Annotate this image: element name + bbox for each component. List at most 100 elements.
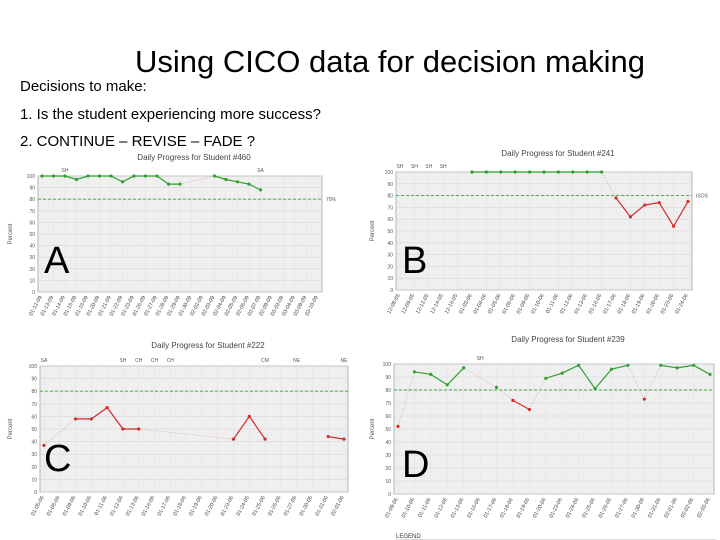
- x-tick-label: 01-26-06: [598, 497, 613, 519]
- x-tick-label: 01-19-06: [516, 497, 531, 519]
- data-point: [542, 170, 546, 174]
- data-point: [342, 437, 346, 441]
- x-tick-label: 01-03-06: [458, 293, 473, 315]
- x-tick-label: 01-30-06: [299, 495, 314, 517]
- slide-title: Using CICO data for decision making: [134, 44, 645, 79]
- y-tick-label: 10: [387, 276, 393, 282]
- y-axis-label: Percent: [8, 418, 14, 439]
- chart-b: 0 10 20 30 40 50 60 70 80 90 100 ISOS Daily Progress…: [370, 149, 709, 315]
- y-tick-label: 50: [31, 427, 37, 433]
- data-point: [166, 182, 171, 186]
- y-tick-label: 20: [387, 264, 393, 270]
- y-tick-label: 40: [385, 440, 391, 446]
- data-point: [527, 407, 531, 412]
- top-code-label: NE: [341, 358, 349, 364]
- y-tick-label: 10: [385, 479, 391, 485]
- data-point: [600, 170, 604, 174]
- chart-title: Daily Progress for Student #241: [501, 149, 615, 158]
- y-tick-label: 0: [32, 290, 35, 296]
- x-tick-label: 01-12-06: [109, 495, 124, 517]
- chart-d: 0 10 20 30 40 50 60 70 80 90 100 Daily Progress for…: [370, 335, 716, 540]
- x-tick-label: 01-27-06: [614, 497, 629, 519]
- y-tick-label: 70: [387, 205, 393, 211]
- chart-title: Daily Progress for Student #222: [151, 341, 265, 350]
- data-point: [659, 363, 663, 367]
- series-gap-line: [601, 171, 617, 199]
- series-line: [328, 436, 345, 440]
- y-tick-label: 70: [31, 402, 37, 408]
- data-point: [97, 174, 102, 178]
- data-point: [109, 174, 113, 178]
- x-tick-label: 01-24-06: [674, 293, 689, 315]
- data-point: [51, 174, 56, 178]
- y-tick-label: 0: [34, 490, 37, 496]
- data-point: [74, 177, 79, 182]
- data-point: [120, 180, 125, 184]
- x-tick-label: 12-14-05: [430, 293, 445, 315]
- x-tick-label: 01-10-06: [401, 497, 416, 519]
- chart-panel-b: 0 10 20 30 40 50 60 70 80 90 100 ISOS Daily Progress…: [366, 146, 720, 332]
- series-gap-line: [138, 428, 234, 440]
- data-point: [73, 417, 78, 421]
- chart-title: Daily Progress for Student #460: [137, 153, 251, 162]
- data-point: [511, 398, 515, 402]
- data-point: [686, 199, 690, 204]
- x-tick-label: 01-06-06: [502, 293, 517, 315]
- x-tick-label: 01-18-06: [172, 495, 187, 517]
- y-tick-label: 40: [387, 241, 393, 247]
- data-point: [445, 383, 449, 387]
- data-point: [642, 397, 646, 401]
- data-point: [326, 434, 330, 439]
- x-tick-label: 01-17-06: [602, 293, 617, 315]
- x-tick-label: 01-12-06: [434, 497, 449, 519]
- data-point: [89, 417, 93, 421]
- x-tick-label: 12-12-05: [415, 293, 430, 315]
- data-point: [137, 427, 141, 431]
- data-point: [143, 174, 148, 178]
- series-gap-line: [644, 365, 662, 400]
- y-axis-label: Percent: [8, 223, 14, 244]
- y-axis-label: Percent: [370, 418, 376, 439]
- y-tick-label: 90: [29, 186, 35, 192]
- data-point: [691, 363, 696, 367]
- series-gap-line: [463, 367, 497, 388]
- data-point: [155, 174, 159, 178]
- y-tick-label: 80: [31, 389, 37, 395]
- y-tick-label: 80: [29, 197, 35, 203]
- data-point: [628, 215, 632, 219]
- y-tick-label: 10: [29, 278, 35, 284]
- x-tick-label: 01-19-06: [188, 495, 203, 517]
- y-tick-label: 10: [31, 477, 37, 483]
- series-line: [545, 364, 629, 390]
- y-tick-label: 80: [387, 194, 393, 200]
- data-point: [513, 170, 517, 174]
- data-point: [672, 224, 676, 228]
- y-tick-label: 60: [29, 220, 35, 226]
- chart-a: 0 10 20 30 40 50 60 70 80 90 100 70% Daily Progress …: [8, 153, 337, 317]
- y-tick-label: 100: [27, 174, 36, 180]
- x-tick-label: 01-24-06: [565, 497, 580, 519]
- data-point: [609, 367, 614, 371]
- series-gap-line: [397, 371, 415, 427]
- y-tick-label: 40: [31, 440, 37, 446]
- y-tick-label: 100: [383, 362, 392, 368]
- data-point: [247, 414, 251, 418]
- x-tick-label: 12-08-05: [386, 293, 401, 315]
- y-tick-label: 50: [385, 427, 391, 433]
- x-tick-label: 01-16-06: [466, 497, 481, 519]
- x-tick-label: 12-16-05: [444, 293, 459, 315]
- data-point: [544, 376, 548, 380]
- x-tick-label: 01-31-06: [315, 495, 330, 517]
- data-point: [178, 182, 182, 186]
- x-tick-label: 02-01-06: [330, 495, 345, 517]
- x-tick-label: 01-09-06: [384, 497, 399, 519]
- data-point: [132, 174, 136, 178]
- x-tick-label: 01-10-06: [530, 293, 545, 315]
- data-point: [429, 372, 433, 376]
- series-gap-line: [496, 387, 514, 401]
- y-tick-label: 40: [29, 244, 35, 250]
- chart-letter-a: A: [44, 240, 70, 282]
- y-tick-label: 100: [385, 170, 394, 176]
- top-code-label: SH: [411, 164, 418, 170]
- data-point: [626, 363, 630, 367]
